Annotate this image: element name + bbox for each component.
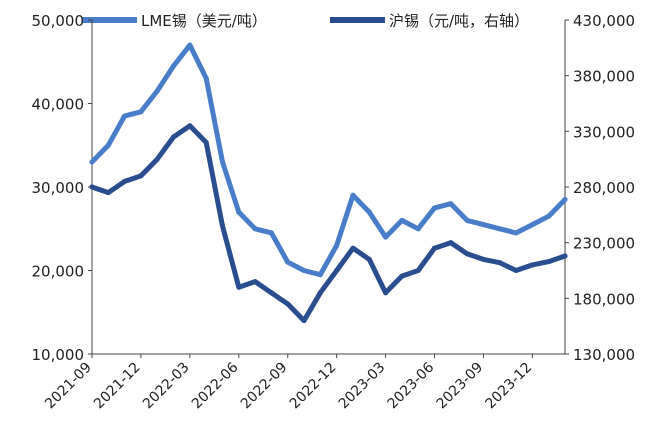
series-point-1 [203,140,209,145]
x-tick-label: 2023-06 [385,359,438,412]
series-point-0 [497,226,503,232]
right-tick-label: 180,000 [573,290,635,308]
series-layer [89,42,568,324]
series-point-1 [383,290,389,296]
right-tick-label: 430,000 [573,12,635,30]
series-point-0 [220,159,225,165]
left-tick-label: 40,000 [32,96,85,114]
x-tick-label: 2021-12 [91,360,144,413]
series-point-0 [562,197,568,202]
series-point-1 [480,256,486,262]
series-point-1 [432,245,437,251]
right-tick-label: 130,000 [573,346,635,364]
series-point-0 [252,226,258,232]
series-point-1 [89,184,95,190]
series-line-1 [89,123,568,324]
series-point-1 [350,245,356,251]
series-point-1 [334,268,340,273]
series-point-1 [546,259,552,265]
series-point-1 [317,290,323,296]
series-point-0 [366,209,372,215]
series-point-0 [285,259,291,265]
x-tick-label: 2023-03 [336,360,389,413]
left-tick-label: 20,000 [32,263,85,281]
series-point-1 [399,273,405,279]
series-point-0 [334,242,340,248]
series-point-0 [187,42,193,48]
series-point-0 [105,142,111,148]
series-point-1 [138,173,144,179]
series-point-1 [268,290,274,296]
series-point-0 [171,63,177,69]
series-point-0 [138,109,144,115]
series-point-1 [285,301,291,307]
series-point-1 [529,262,535,268]
series-point-0 [89,159,95,165]
series-point-0 [529,222,535,228]
left-tick-label: 10,000 [32,346,85,364]
series-point-1 [171,134,177,140]
series-point-0 [268,230,274,236]
legend: LME锡（美元/吨） 沪锡（元/吨，右轴） [82,12,529,30]
series-point-0 [236,209,242,215]
x-tick-label: 2023-12 [483,360,536,413]
series-point-0 [448,201,454,207]
right-tick-label: 380,000 [573,68,635,86]
series-point-1 [187,123,193,129]
series-point-1 [513,268,519,273]
left-tick-label: 50,000 [32,12,85,30]
series-point-0 [399,217,405,223]
x-tick-label: 2022-09 [238,360,291,413]
series-point-1 [366,256,372,262]
series-point-0 [415,226,421,232]
x-tick-label: 2021-09 [42,360,95,413]
series-point-0 [432,205,437,211]
series-point-1 [220,223,225,229]
series-point-1 [122,178,128,184]
series-point-1 [252,279,258,285]
right-tick-label: 280,000 [573,179,635,197]
series-line-0 [89,42,568,278]
right-tick-label: 330,000 [573,123,635,141]
series-point-1 [105,190,111,196]
left-tick-label: 30,000 [32,179,85,197]
legend-label-lme: LME锡（美元/吨） [141,12,267,30]
series-point-0 [122,113,128,119]
series-point-0 [464,217,470,223]
x-tick-label: 2022-03 [140,360,193,413]
series-point-0 [546,213,552,219]
x-tick-label: 2022-06 [189,359,242,412]
series-point-1 [415,268,421,273]
series-point-0 [480,222,486,228]
x-tick-label: 2022-12 [287,360,340,413]
right-tick-label: 230,000 [573,235,635,253]
series-point-0 [154,88,160,94]
series-point-1 [236,284,242,290]
series-point-0 [383,234,389,240]
series-point-1 [464,251,470,257]
x-tick-label: 2023-09 [434,360,487,413]
series-point-0 [203,75,209,81]
axes: 10,000 20,000 30,000 40,000 50,000 130,000 180… [32,12,636,412]
series-point-1 [448,240,454,246]
series-point-1 [562,253,568,259]
series-point-1 [154,156,160,162]
series-point-1 [301,318,307,324]
series-point-0 [350,192,356,198]
series-point-0 [513,230,519,236]
series-point-0 [317,272,323,278]
series-point-0 [301,268,307,273]
series-point-1 [497,260,503,266]
legend-label-shfe: 沪锡（元/吨，右轴） [389,12,529,30]
